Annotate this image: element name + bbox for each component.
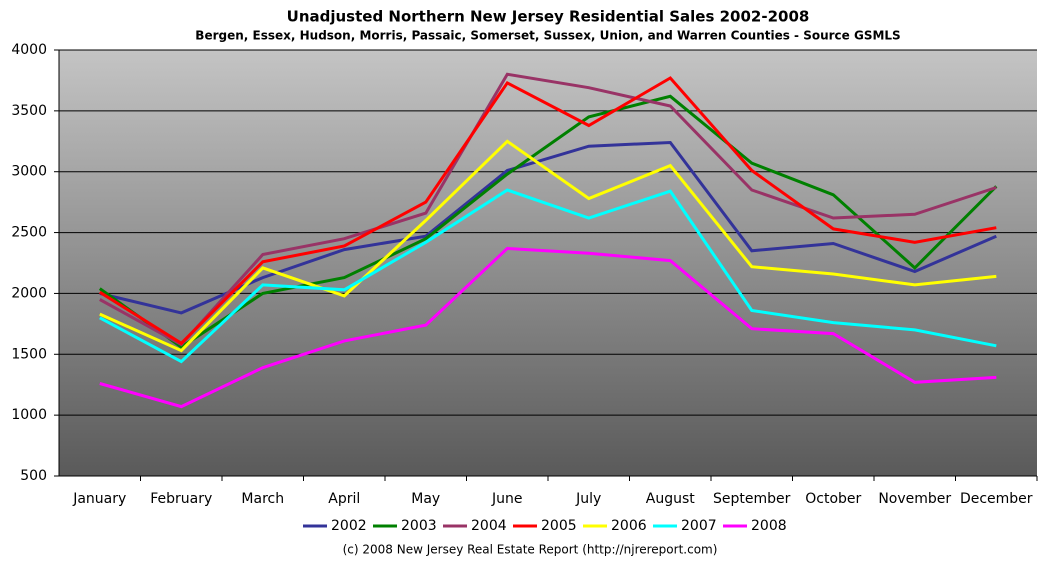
x-tick-label: April [328, 491, 360, 507]
x-tick-label: July [575, 491, 601, 507]
x-tick-label: February [150, 491, 212, 507]
series-line [99, 246, 997, 409]
legend-label: 2003 [401, 518, 437, 534]
legend-label: 2004 [471, 518, 507, 534]
x-tick-label: March [241, 491, 284, 507]
x-tick-label: May [411, 491, 440, 507]
series-line [99, 139, 997, 353]
x-tick-label: September [713, 491, 791, 507]
y-tick-label: 1500 [11, 346, 47, 362]
legend-label: 2008 [751, 518, 787, 534]
x-tick-label: November [878, 491, 951, 507]
y-tick-label: 1000 [11, 407, 47, 423]
series-line [99, 72, 997, 347]
chart-title: Unadjusted Northern New Jersey Residenti… [287, 8, 810, 26]
y-tick-label: 3500 [11, 103, 47, 119]
y-tick-label: 2500 [11, 225, 47, 241]
y-tick-label: 2000 [11, 285, 47, 301]
x-tick-label: October [805, 491, 861, 507]
credit: (c) 2008 New Jersey Real Estate Report (… [343, 543, 718, 557]
series-line [99, 188, 997, 364]
y-tick-label: 4000 [11, 42, 47, 58]
chart-subtitle: Bergen, Essex, Hudson, Morris, Passaic, … [195, 29, 900, 43]
x-tick-label: January [72, 491, 126, 507]
y-tick-label: 500 [20, 468, 47, 484]
x-tick-label: August [646, 491, 696, 507]
series-line [98, 94, 998, 349]
legend-label: 2007 [681, 518, 717, 534]
legend-label: 2002 [331, 518, 367, 534]
x-tick-label: June [491, 491, 523, 507]
legend-label: 2006 [611, 518, 647, 534]
series-line [99, 76, 997, 346]
legend-label: 2005 [541, 518, 577, 534]
y-tick-label: 3000 [11, 164, 47, 180]
x-tick-label: December [960, 491, 1033, 507]
plot-area [59, 50, 1037, 476]
